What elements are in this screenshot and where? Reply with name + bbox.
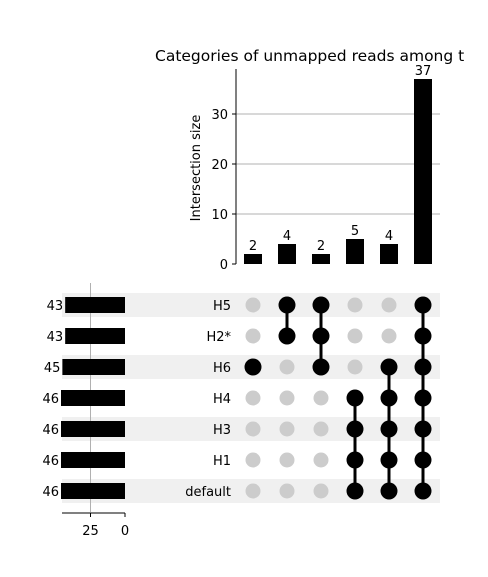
set-names: H5 H2* H6 H4 H3 H1 default <box>185 299 231 500</box>
matrix-dot-inactive <box>245 452 261 468</box>
intersection-bar <box>414 79 432 264</box>
y-axis: 0 10 20 30 <box>211 69 237 273</box>
matrix-dot-inactive <box>245 483 261 499</box>
matrix-dot-active <box>414 451 432 469</box>
matrix-dot-inactive <box>279 359 295 375</box>
set-size-label: 46 <box>42 485 59 500</box>
set-size-label: 46 <box>42 423 59 438</box>
matrix-dot-active <box>414 327 432 345</box>
matrix-dot-inactive <box>279 483 295 499</box>
y-tick-label: 20 <box>211 158 228 173</box>
bar-value-label: 4 <box>283 229 291 244</box>
matrix-dot-active <box>414 482 432 500</box>
set-name: H2* <box>206 330 231 345</box>
matrix-dot-active <box>244 358 262 376</box>
matrix-dot-active <box>312 296 330 314</box>
matrix-dot-active <box>278 327 296 345</box>
matrix-dot-inactive <box>245 421 261 437</box>
intersection-bar <box>312 254 330 264</box>
matrix-dot-inactive <box>313 421 329 437</box>
set-name: H4 <box>213 392 231 407</box>
matrix-dot-inactive <box>279 452 295 468</box>
set-size-bar <box>61 452 125 468</box>
matrix-dot-inactive <box>313 390 329 406</box>
matrix-dot-inactive <box>347 297 363 313</box>
intersection-bar-labels: 2 4 2 5 4 37 <box>249 64 431 254</box>
bar-value-label: 37 <box>415 64 432 79</box>
matrix-dot-active <box>380 389 398 407</box>
matrix-dot-active <box>312 327 330 345</box>
intersection-bars <box>244 79 432 264</box>
set-size-label: 45 <box>44 361 61 376</box>
chart-title: Categories of unmapped reads among t <box>155 47 464 65</box>
matrix-dot-inactive <box>347 359 363 375</box>
matrix-dot-inactive <box>381 297 397 313</box>
set-size-tick-label: 0 <box>121 524 129 539</box>
matrix-dot-active <box>380 358 398 376</box>
matrix-dot-active <box>278 296 296 314</box>
matrix-dot-inactive <box>381 328 397 344</box>
set-name: default <box>185 485 231 500</box>
matrix-dot-active <box>380 451 398 469</box>
intersection-bar <box>244 254 262 264</box>
set-size-bar <box>61 390 125 406</box>
set-name: H5 <box>213 299 231 314</box>
matrix-dot-active <box>414 420 432 438</box>
y-tick-label: 0 <box>220 258 228 273</box>
set-size-label: 46 <box>42 454 59 469</box>
y-axis-label: Intersection size <box>189 115 204 222</box>
matrix-dot-active <box>346 420 364 438</box>
set-size-bars <box>61 297 125 499</box>
bar-value-label: 4 <box>385 229 393 244</box>
set-size-labels: 43 43 45 46 46 46 46 <box>42 299 63 500</box>
set-name: H6 <box>213 361 231 376</box>
bar-value-label: 2 <box>317 239 325 254</box>
intersection-bar <box>278 244 296 264</box>
matrix-dot-active <box>414 296 432 314</box>
set-size-label: 46 <box>42 392 59 407</box>
set-size-bar <box>65 297 125 313</box>
intersection-bar <box>346 239 364 264</box>
intersection-matrix <box>244 296 432 500</box>
matrix-dot-active <box>414 389 432 407</box>
y-tick-label: 30 <box>211 108 228 123</box>
set-size-bar <box>61 483 125 499</box>
matrix-dot-active <box>346 451 364 469</box>
matrix-dot-active <box>380 482 398 500</box>
set-size-bar <box>61 421 125 437</box>
matrix-dot-active <box>346 482 364 500</box>
matrix-dot-inactive <box>347 328 363 344</box>
set-size-label: 43 <box>47 330 64 345</box>
intersection-bar <box>380 244 398 264</box>
set-size-bar <box>62 359 125 375</box>
matrix-dot-inactive <box>313 452 329 468</box>
matrix-dot-active <box>414 358 432 376</box>
matrix-dot-inactive <box>279 421 295 437</box>
set-size-label: 43 <box>47 299 64 314</box>
set-name: H1 <box>213 454 231 469</box>
matrix-dot-inactive <box>279 390 295 406</box>
matrix-dot-inactive <box>313 483 329 499</box>
gridlines <box>236 113 440 215</box>
matrix-dot-inactive <box>245 297 261 313</box>
matrix-dot-inactive <box>245 390 261 406</box>
bar-value-label: 5 <box>351 224 359 239</box>
matrix-dot-active <box>380 420 398 438</box>
matrix-dot-active <box>346 389 364 407</box>
set-size-bar <box>65 328 125 344</box>
matrix-dot-inactive <box>245 328 261 344</box>
matrix-dot-active <box>312 358 330 376</box>
set-size-axis: 25 0 <box>62 512 129 539</box>
y-tick-label: 10 <box>211 208 228 223</box>
set-name: H3 <box>213 423 231 438</box>
bar-value-label: 2 <box>249 239 257 254</box>
set-size-tick-label: 25 <box>82 524 99 539</box>
